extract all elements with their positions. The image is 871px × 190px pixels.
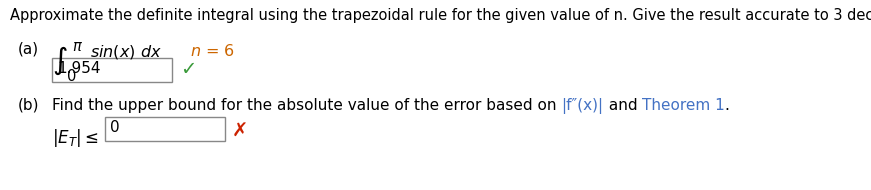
Text: 0: 0 bbox=[110, 120, 119, 135]
Text: Find the upper bound for the absolute value of the error based on: Find the upper bound for the absolute va… bbox=[52, 98, 562, 113]
FancyBboxPatch shape bbox=[52, 58, 172, 82]
Text: 1.954: 1.954 bbox=[57, 61, 100, 76]
Text: $\mathit{sin(x)\ dx}$: $\mathit{sin(x)\ dx}$ bbox=[90, 43, 162, 61]
Text: (a): (a) bbox=[18, 42, 39, 57]
Text: ✓: ✓ bbox=[180, 60, 196, 79]
Text: $\mathit{n}$ = 6: $\mathit{n}$ = 6 bbox=[190, 43, 235, 59]
Text: Theorem 1: Theorem 1 bbox=[642, 98, 725, 113]
Text: $\int_0^{\,\pi}$: $\int_0^{\,\pi}$ bbox=[52, 40, 84, 84]
FancyBboxPatch shape bbox=[105, 117, 225, 141]
Text: and: and bbox=[604, 98, 642, 113]
Text: (b): (b) bbox=[18, 98, 39, 113]
Text: .: . bbox=[725, 98, 730, 113]
Text: Approximate the definite integral using the trapezoidal rule for the given value: Approximate the definite integral using … bbox=[10, 8, 871, 23]
Text: $|E_T|\leq$: $|E_T|\leq$ bbox=[52, 127, 98, 149]
Text: ✗: ✗ bbox=[232, 122, 248, 141]
Text: |f″(x)|: |f″(x)| bbox=[562, 98, 604, 114]
